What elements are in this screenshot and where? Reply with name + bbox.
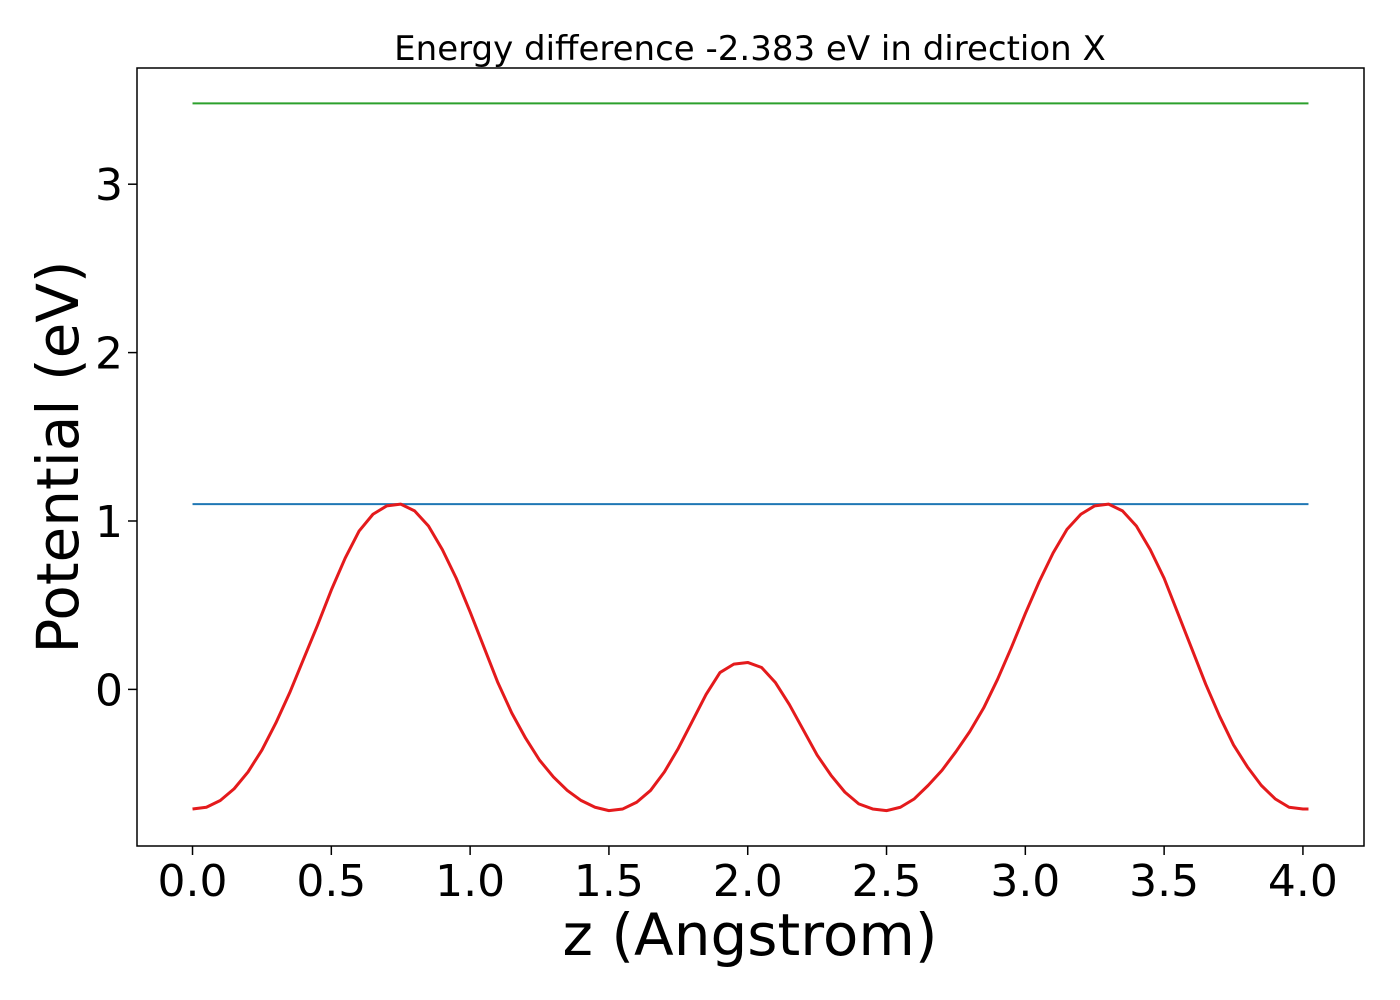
x-tick-label: 1.0: [435, 856, 505, 907]
series-line-3: [192, 502, 1309, 813]
x-axis: 0.0 0.5 1.0 1.5 2.0 2.5 3.0 3.5 4.0: [158, 846, 1338, 907]
y-tick-label: 2: [95, 329, 123, 380]
y-tick-label: 0: [95, 665, 123, 716]
x-axis-label: z (Angstrom): [563, 901, 938, 969]
x-tick-label: 2.5: [852, 856, 922, 907]
plot-frame: [136, 67, 1365, 847]
x-tick-label: 0.5: [296, 856, 366, 907]
y-tick-label: 3: [95, 160, 123, 211]
x-tick-label: 2.0: [713, 856, 783, 907]
chart-title: Energy difference -2.383 eV in direction…: [394, 29, 1106, 69]
y-axis: 0 1 2 3: [95, 160, 137, 716]
x-tick-label: 4.0: [1268, 856, 1338, 907]
x-tick-label: 0.0: [158, 856, 228, 907]
y-tick-label: 1: [95, 497, 123, 548]
series-layer: [192, 102, 1309, 813]
x-tick-label: 3.0: [990, 856, 1060, 907]
y-axis-label: Potential (eV): [24, 260, 92, 653]
x-tick-label: 1.5: [574, 856, 644, 907]
x-tick-label: 3.5: [1129, 856, 1199, 907]
